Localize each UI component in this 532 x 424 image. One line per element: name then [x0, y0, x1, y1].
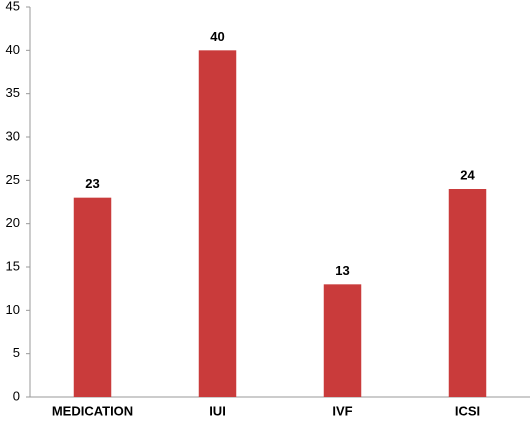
bar — [323, 284, 362, 397]
bar — [448, 189, 487, 397]
data-label: 40 — [210, 29, 224, 44]
x-tick-label: IVF — [332, 403, 352, 418]
y-tick-label: 30 — [6, 128, 20, 143]
data-label: 13 — [335, 263, 349, 278]
y-tick-label: 25 — [6, 172, 20, 187]
y-tick-label: 35 — [6, 85, 20, 100]
y-tick-label: 40 — [6, 42, 20, 57]
y-tick-label: 0 — [13, 388, 20, 403]
bar — [73, 197, 112, 397]
x-tick-label: MEDICATION — [52, 403, 133, 418]
x-tick-label: ICSI — [455, 403, 480, 418]
y-tick-label: 10 — [6, 302, 20, 317]
x-tick-label: IUI — [209, 403, 226, 418]
bar — [198, 50, 237, 397]
data-label: 24 — [460, 167, 475, 182]
y-tick-label: 15 — [6, 258, 20, 273]
y-tick-label: 20 — [6, 215, 20, 230]
y-tick-label: 5 — [13, 345, 20, 360]
data-label: 23 — [85, 176, 99, 191]
y-tick-label: 45 — [6, 0, 20, 13]
